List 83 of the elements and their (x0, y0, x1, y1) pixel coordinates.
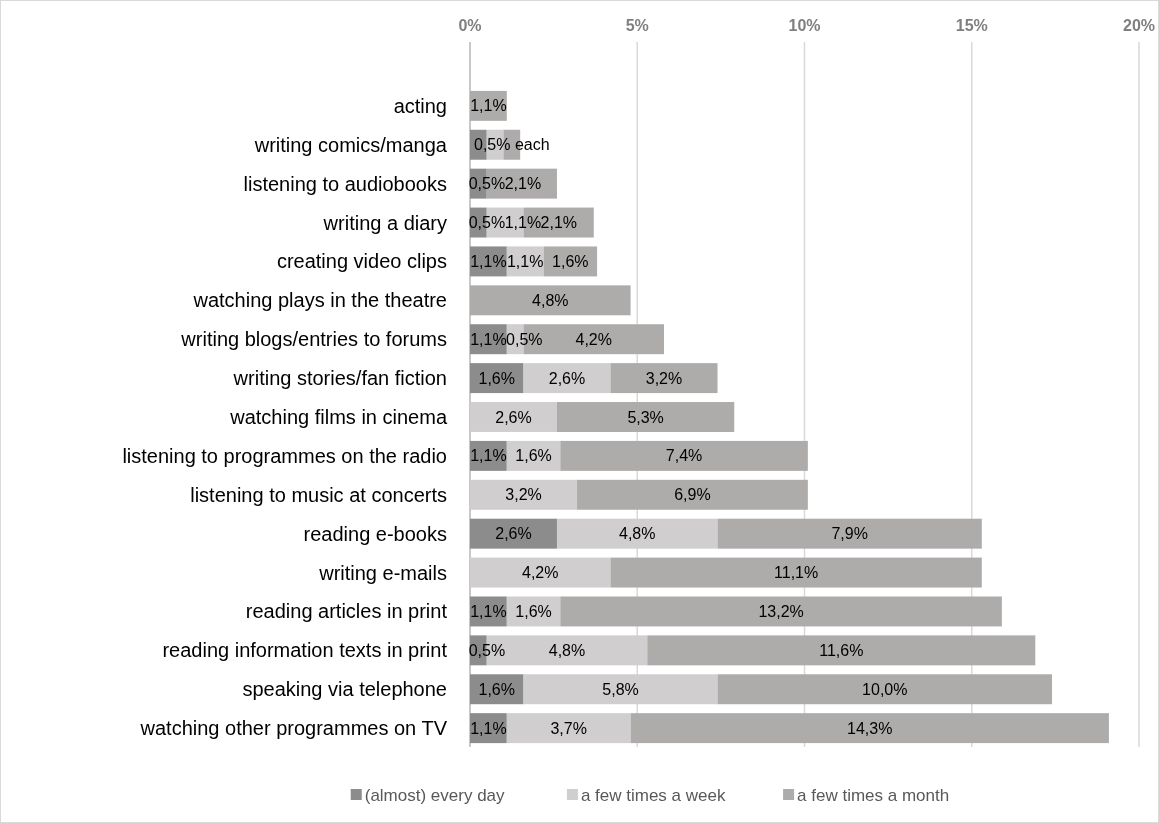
data-label: 0,5% (468, 641, 506, 659)
bar (556, 402, 735, 432)
y-tick-label: watching plays in the theatre (192, 289, 447, 312)
y-tick-label: writing blogs/entries to forums (180, 328, 447, 351)
bar (470, 479, 578, 510)
x-tick-label: 10% (788, 16, 821, 34)
y-tick-label: listening to programmes on the radio (122, 444, 447, 467)
data-label: 1,1% (504, 214, 542, 232)
x-tick-label: 20% (1122, 16, 1156, 34)
data-label: 1,6% (478, 680, 515, 698)
y-tick-label: writing comics/manga (253, 133, 448, 156)
data-label: 1,6% (552, 253, 589, 271)
data-label: 3,2% (645, 369, 683, 387)
data-label: 2,6% (495, 525, 532, 543)
y-tick-label: reading e-books (303, 522, 447, 545)
data-label: 1,1% (470, 253, 507, 271)
data-label: 3,7% (550, 719, 587, 737)
data-label: 1,1% (470, 603, 507, 621)
bar (610, 557, 982, 588)
data-label: 1,1% (470, 447, 507, 465)
data-label: 4,2% (522, 564, 559, 582)
y-tick-label: reading information texts in print (162, 639, 448, 662)
bar (717, 518, 982, 549)
y-tick-label: watching other programmes on TV (139, 717, 448, 740)
bar (560, 596, 1002, 627)
data-label: 4,8% (532, 291, 569, 309)
y-tick-label: writing a diary (322, 211, 447, 234)
bar (470, 557, 611, 588)
data-label: 11,6% (819, 641, 864, 659)
data-label: 7,4% (665, 447, 703, 465)
y-tick-label: listening to audiobooks (243, 172, 447, 195)
bar (506, 713, 631, 744)
bar (560, 440, 808, 471)
x-tick-label: 0% (458, 16, 482, 34)
y-tick-label: listening to music at concerts (190, 483, 447, 506)
bar (523, 363, 611, 394)
data-label: 2,1% (540, 214, 578, 232)
bar (610, 363, 718, 394)
y-tick-label: speaking via telephone (242, 678, 447, 701)
y-tick-label: writing e-mails (318, 561, 447, 584)
y-tick-label: acting (393, 94, 447, 117)
data-label: 11,1% (774, 564, 819, 582)
data-label: 2,6% (548, 369, 586, 387)
data-label: 1,1% (470, 719, 507, 737)
y-tick-label: reading articles in print (245, 600, 448, 623)
data-label: 3,2% (505, 486, 542, 504)
data-label: 10,0% (862, 680, 908, 698)
data-label: 6,9% (674, 486, 711, 504)
data-label: 1,6% (515, 603, 552, 621)
data-label: 1,1% (470, 330, 507, 348)
data-label: 7,9% (831, 525, 868, 543)
data-label: 4,8% (548, 641, 586, 659)
data-label: 1,6% (515, 447, 552, 465)
bar (717, 674, 1053, 705)
data-label: 2,1% (504, 175, 542, 193)
data-label: 1,1% (506, 253, 544, 271)
data-label: 13,2% (758, 603, 804, 621)
legend-label: a few times a month (797, 785, 950, 805)
data-label: 14,3% (847, 719, 893, 737)
legend-label: a few times a week (580, 785, 726, 805)
data-label: 0,5% (468, 214, 506, 232)
data-label: 5,3% (627, 408, 664, 426)
data-label: 4,8% (619, 525, 656, 543)
data-label: 0,5% (468, 175, 506, 193)
data-label: 1,1% (470, 97, 507, 115)
bar (470, 285, 631, 316)
y-tick-label: writing stories/fan fiction (232, 367, 447, 390)
bar (630, 713, 1109, 744)
y-tick-label: creating video clips (276, 250, 447, 273)
bar (577, 479, 808, 510)
data-label: 2,6% (495, 408, 532, 426)
y-tick-label: watching films in cinema (229, 406, 448, 428)
bar (470, 402, 557, 432)
bar (647, 635, 1036, 666)
legend-label: (almost) every day (364, 785, 506, 805)
data-label: 5,8% (602, 680, 639, 698)
data-label: 1,6% (478, 369, 515, 387)
x-tick-label: 5% (625, 16, 649, 34)
data-label: 0,5% (506, 330, 543, 348)
x-tick-label: 15% (955, 16, 988, 34)
bar (470, 518, 557, 549)
data-label: 4,2% (575, 330, 612, 348)
data-label: 0,5% each (474, 136, 550, 154)
